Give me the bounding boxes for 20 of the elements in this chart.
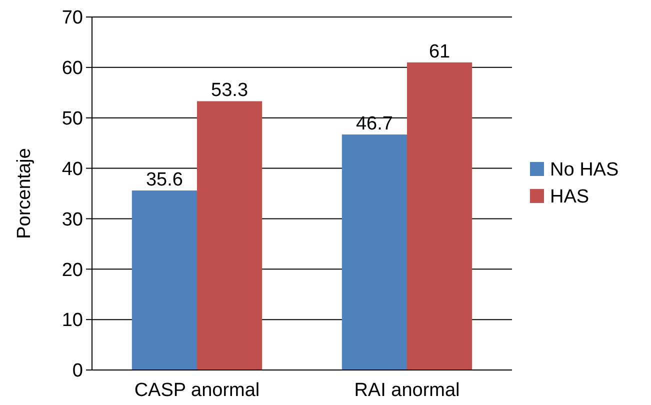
bar	[407, 62, 472, 370]
bar	[342, 134, 407, 370]
y-tick-label: 30	[62, 209, 83, 230]
x-tick-label: RAI anormal	[354, 380, 460, 401]
y-tick-label: 10	[62, 310, 83, 332]
legend-label: No HAS	[550, 160, 619, 181]
y-axis-title: Porcentaje	[14, 148, 35, 239]
y-tick-label: 60	[62, 58, 83, 80]
data-label: 35.6	[146, 169, 183, 190]
y-tick-label: 40	[62, 158, 83, 180]
y-tick-label: 20	[62, 260, 83, 281]
x-tick-label: CASP anormal	[134, 380, 260, 401]
bar	[197, 101, 262, 370]
y-tick-label: 70	[62, 8, 83, 29]
y-tick-label: 0	[72, 360, 83, 382]
data-label: 53.3	[211, 80, 248, 102]
data-label: 61	[428, 41, 450, 62]
y-tick-label: 50	[62, 108, 83, 130]
bar	[132, 190, 197, 370]
legend-label: HAS	[550, 186, 590, 208]
